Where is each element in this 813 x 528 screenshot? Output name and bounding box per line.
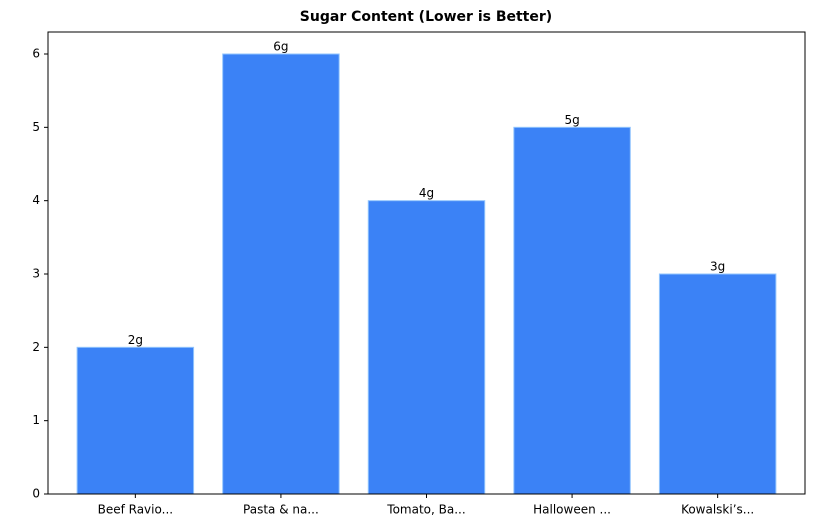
plot-frame	[47, 31, 806, 495]
x-tick-label: Beef Ravio...	[98, 503, 173, 517]
x-tick-label: Pasta & na...	[243, 503, 319, 517]
bar	[367, 200, 486, 495]
y-tick-label: 4	[32, 193, 40, 207]
value-label: 3g	[710, 260, 725, 274]
y-tick-label: 5	[32, 120, 40, 134]
value-label: 4g	[419, 186, 434, 200]
y-tick-label: 0	[32, 487, 40, 501]
value-label: 2g	[128, 333, 143, 347]
value-label: 6g	[273, 40, 288, 54]
x-tick-label: Tomato, Ba...	[386, 503, 465, 517]
y-tick-label: 1	[32, 413, 40, 427]
bar	[222, 53, 340, 495]
x-tick-label: Kowalski’s...	[681, 503, 754, 517]
bar	[513, 126, 631, 495]
value-label: 5g	[564, 113, 579, 127]
bar	[658, 273, 777, 495]
chart-title: Sugar Content (Lower is Better)	[300, 9, 552, 25]
y-tick-label: 6	[32, 47, 40, 61]
y-tick-label: 3	[32, 267, 40, 281]
x-tick-label: Halloween ...	[533, 503, 611, 517]
y-tick-label: 2	[32, 340, 40, 354]
bar	[76, 346, 195, 495]
